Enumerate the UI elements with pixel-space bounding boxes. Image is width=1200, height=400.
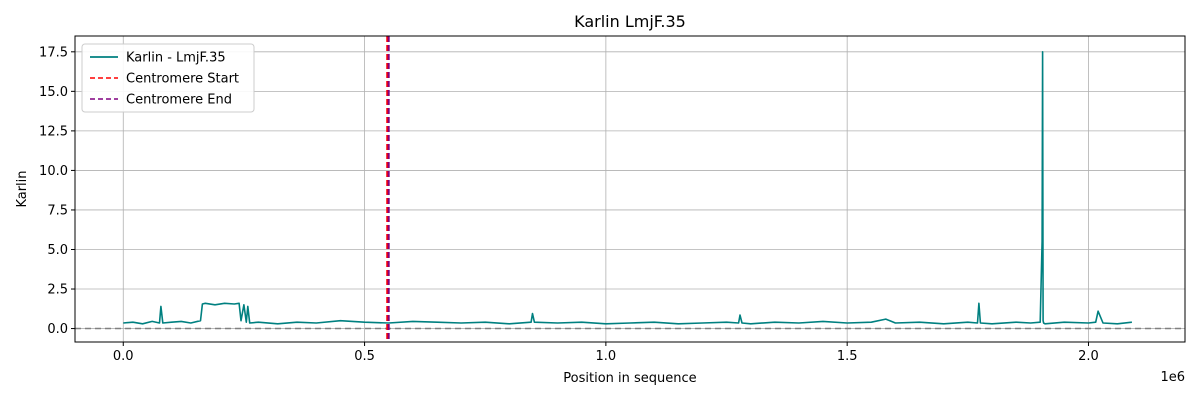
legend-item-karlin-label: Karlin - LmjF.35 [126,51,226,66]
y-tick-label: 10.0 [39,164,68,179]
x-tick-label: 0.5 [354,349,375,364]
y-tick-label: 15.0 [39,85,68,100]
x-axis-label: Position in sequence [563,371,696,386]
x-axis-offset-label: 1e6 [1160,370,1185,385]
x-tick-label: 1.5 [837,349,858,364]
legend-item-centromere-start-label: Centromere Start [126,72,239,87]
y-tick-label: 7.5 [47,203,68,218]
x-tick-label: 2.0 [1078,349,1099,364]
legend-item-centromere-end-label: Centromere End [126,93,232,108]
x-tick-label: 1.0 [596,349,617,364]
plot-area [75,36,1185,342]
x-tick-label: 0.0 [113,349,134,364]
y-tick-label: 12.5 [39,124,68,139]
y-tick-label: 0.0 [47,322,68,337]
y-tick-label: 17.5 [39,45,68,60]
series-line-karlin [123,50,1132,325]
chart-title: Karlin LmjF.35 [574,12,686,31]
legend: Karlin - LmjF.35 Centromere Start Centrome… [81,43,255,113]
ticks: 0.0 0.5 1.0 1.5 2.0 0.0 2.5 5.0 7.5 10.0 12.5 15.0 1… [39,45,1099,364]
y-axis-label: Karlin [15,170,30,207]
plot-frame [74,35,1186,343]
grid [75,36,1185,342]
y-tick-label: 2.5 [47,283,68,298]
y-tick-label: 5.0 [47,243,68,258]
legend-box [81,43,255,113]
